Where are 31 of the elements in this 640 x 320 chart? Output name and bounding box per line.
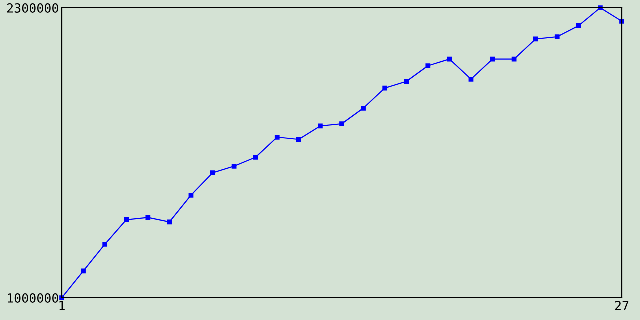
point bbox=[274, 134, 280, 140]
point bbox=[512, 56, 517, 62]
point bbox=[533, 36, 538, 42]
x-tick-label: 27 bbox=[615, 301, 629, 310]
point bbox=[210, 170, 216, 176]
point bbox=[361, 106, 366, 111]
x-tick-label: 1 bbox=[60, 301, 65, 310]
point bbox=[340, 122, 344, 126]
point bbox=[81, 268, 86, 274]
point bbox=[188, 192, 194, 198]
point bbox=[576, 23, 582, 28]
point bbox=[598, 6, 603, 10]
y-tick-label: 1000000 bbox=[8, 294, 58, 303]
point bbox=[232, 164, 237, 169]
point bbox=[102, 242, 108, 247]
point bbox=[318, 124, 323, 129]
point bbox=[404, 79, 410, 84]
point bbox=[426, 64, 431, 68]
point bbox=[447, 56, 452, 62]
point bbox=[124, 217, 130, 222]
point bbox=[60, 296, 64, 300]
point bbox=[554, 34, 560, 40]
point bbox=[490, 56, 496, 62]
point bbox=[620, 18, 624, 24]
y-tick-label: 2300000 bbox=[7, 4, 58, 13]
point bbox=[146, 215, 151, 220]
point bbox=[382, 86, 388, 91]
point bbox=[167, 220, 172, 225]
point bbox=[468, 76, 474, 82]
point bbox=[253, 155, 258, 160]
point bbox=[296, 137, 302, 142]
